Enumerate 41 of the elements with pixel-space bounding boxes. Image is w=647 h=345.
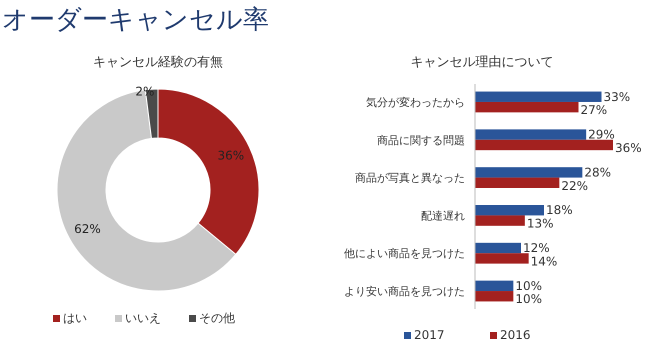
chart-title: オーダーキャンセル率: [2, 5, 269, 35]
bar: [475, 215, 525, 226]
legend-label: その他: [199, 311, 235, 325]
bar: [475, 280, 514, 292]
bar: [475, 291, 514, 302]
bar: [475, 140, 613, 150]
data-label: 2%: [135, 84, 154, 99]
data-label: 62%: [74, 222, 101, 236]
data-label: 13%: [526, 216, 554, 231]
y-tick-label: 他によい商品を見つけた: [344, 247, 465, 260]
data-label: 10%: [515, 278, 542, 293]
bar: [475, 178, 560, 188]
bar: [475, 129, 586, 140]
bar: [475, 205, 544, 216]
data-label: 36%: [218, 148, 244, 163]
bar: [475, 242, 521, 254]
y-tick-label: 配達遅れ: [421, 209, 465, 222]
y-tick-label: より安い商品を見つけた: [344, 285, 465, 298]
y-tick-label: 商品が写真と異なった: [355, 172, 465, 185]
bar: [475, 167, 582, 178]
data-label: 36%: [615, 140, 642, 155]
data-label: 29%: [588, 128, 615, 142]
data-label: 22%: [561, 178, 588, 193]
data-label: 14%: [530, 254, 558, 268]
y-tick-label: 気分が変わったから: [366, 96, 465, 109]
y-tick-label: 商品に関する問題: [377, 134, 465, 147]
data-label: 28%: [584, 165, 612, 180]
bar: [475, 253, 529, 264]
chart-title: キャンセル理由について: [410, 55, 554, 70]
data-label: 33%: [604, 90, 630, 104]
data-label: 10%: [515, 292, 542, 306]
legend-label: いいえ: [125, 311, 161, 325]
data-label: 27%: [580, 103, 608, 118]
legend-label: 2017: [414, 328, 445, 342]
chart-subtitle: キャンセル経験の有無: [93, 55, 223, 70]
legend-label: 2016: [500, 328, 531, 342]
bar: [475, 102, 578, 112]
bar: [475, 92, 602, 102]
data-label: 18%: [546, 203, 573, 218]
data-label: 12%: [523, 241, 550, 256]
legend-label: はい: [63, 311, 87, 325]
